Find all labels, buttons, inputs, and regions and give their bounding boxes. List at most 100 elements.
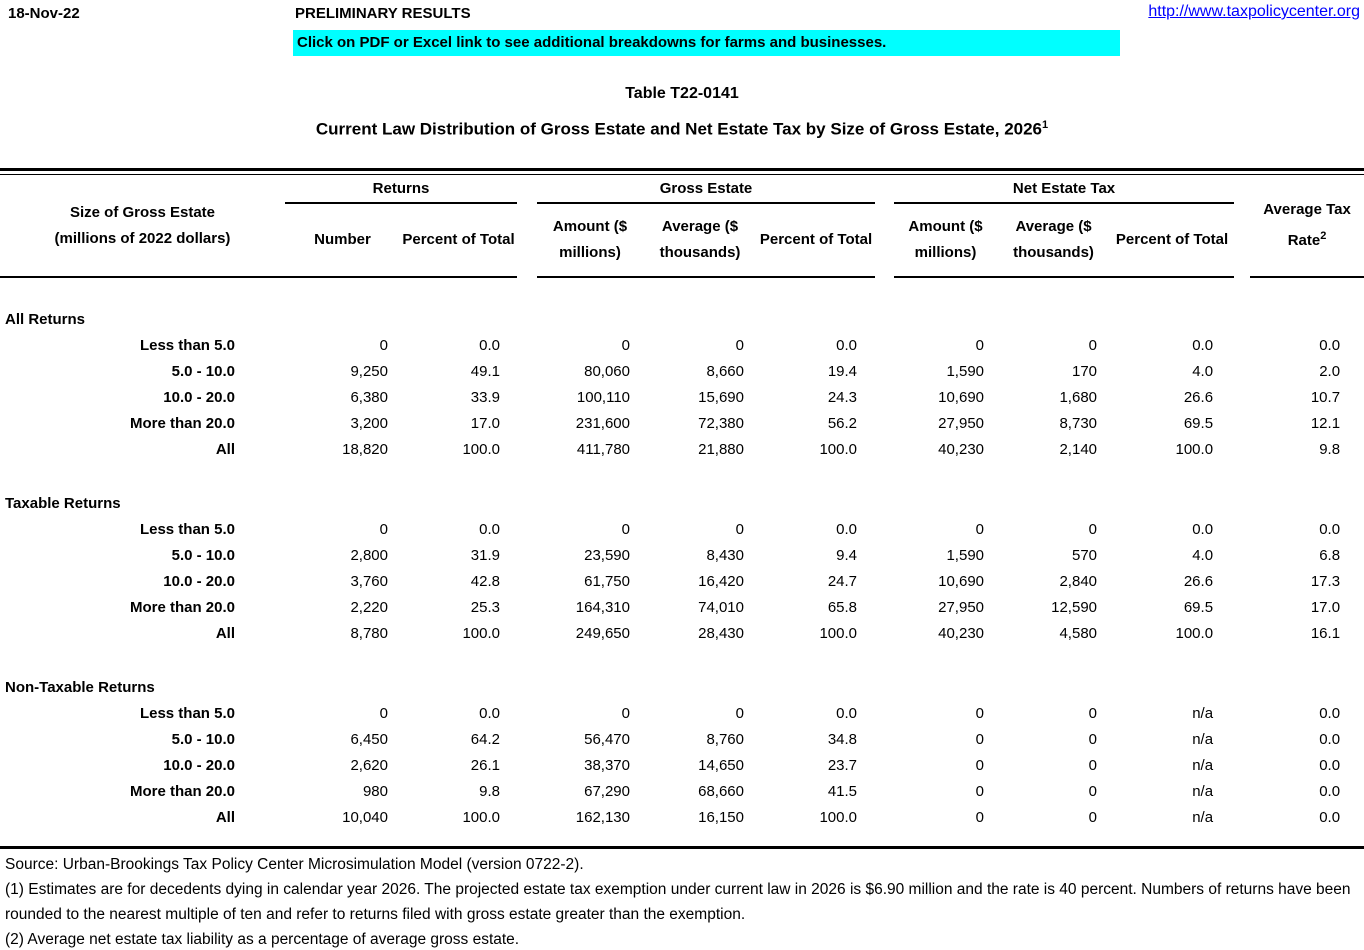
cell-value: 68,660 [698, 782, 744, 800]
cell-value: 100,110 [576, 388, 630, 406]
column-gap [1234, 594, 1250, 620]
cell-value: 61,750 [584, 572, 630, 590]
cell-value: 9.4 [836, 546, 858, 564]
cell-value: 411,780 [576, 440, 630, 458]
cell-value: 40,230 [938, 440, 985, 458]
row-label: All [215, 624, 235, 642]
cell-value: 23,590 [584, 546, 630, 564]
row-label: 5.0 - 10.0 [171, 546, 235, 564]
cell-value: 24.3 [827, 388, 858, 406]
cell-value: 0 [621, 336, 630, 354]
table-row: More than 20.0 3,200 17.0 231,600 72,380 56.2… [0, 410, 1364, 436]
section-header-row: All Returns [0, 306, 1364, 332]
cell-value: 40,230 [938, 624, 985, 642]
cell-value: 100.0 [1175, 440, 1214, 458]
cell-value: 26.6 [1183, 572, 1214, 590]
date-label: 18-Nov-22 [8, 5, 80, 22]
cell-value: 8,430 [706, 546, 744, 564]
cell-value: 0 [379, 704, 388, 722]
section-header-row: Taxable Returns [0, 490, 1364, 516]
table-row: All 8,780 100.0 249,650 28,430 100.0 40,230 4,5… [0, 620, 1364, 646]
column-group-returns: Returns [285, 175, 517, 204]
cell-value: 100.0 [819, 624, 858, 642]
column-gap [517, 804, 537, 830]
cell-value: 0 [1088, 782, 1098, 800]
row-label: More than 20.0 [129, 414, 235, 432]
cell-value: 28,430 [698, 624, 744, 642]
table-number-title: Table T22-0141 [625, 85, 739, 102]
cell-value: 27,950 [938, 414, 985, 432]
footnote-2: (2) Average net estate tax liability as … [5, 931, 520, 948]
cell-value: 17.0 [1310, 598, 1341, 616]
column-gap [517, 516, 537, 542]
cell-value: 8,760 [706, 730, 744, 748]
size-header-line2: (millions of 2022 dollars) [54, 229, 231, 247]
column-header-gross-amount: Amount ($ millions) [537, 203, 643, 278]
column-header-net-percent: Percent of Total [1110, 203, 1235, 278]
column-header-net-amount: Amount ($ millions) [894, 203, 998, 278]
cell-value: n/a [1192, 808, 1214, 826]
cell-value: 42.8 [470, 572, 500, 590]
preliminary-results-label: PRELIMINARY RESULTS [295, 5, 471, 22]
column-gap [1234, 175, 1250, 203]
cell-value: 0 [379, 520, 388, 538]
table-bottom-rule [0, 846, 1364, 849]
cell-value: 0 [621, 520, 630, 538]
cell-value: 0.0 [1319, 730, 1341, 748]
table-row: All 10,040 100.0 162,130 16,150 100.0 0 0 n/a 0.0 [0, 804, 1364, 830]
footnote-1: (1) Estimates are for decedents dying in… [5, 881, 1351, 923]
cell-value: 980 [362, 782, 388, 800]
cell-value: 0 [1088, 520, 1098, 538]
source-note: Source: Urban-Brookings Tax Policy Cente… [5, 856, 584, 873]
column-gap [517, 778, 537, 804]
cell-value: 16,420 [698, 572, 744, 590]
cell-value: 2.0 [1319, 362, 1341, 380]
row-label: 5.0 - 10.0 [171, 730, 235, 748]
column-gap [875, 410, 894, 436]
cell-value: 2,620 [350, 756, 388, 774]
cell-value: 0.0 [1319, 756, 1341, 774]
cell-value: 69.5 [1183, 414, 1214, 432]
table-area: Size of Gross Estate (millions of 2022 d… [0, 168, 1364, 950]
cell-value: 16,150 [698, 808, 744, 826]
cell-value: n/a [1192, 704, 1214, 722]
cell-value: 164,310 [575, 598, 630, 616]
column-gap [875, 804, 894, 830]
cell-value: 72,380 [698, 414, 744, 432]
row-label: Less than 5.0 [139, 336, 235, 354]
cell-value: 15,690 [698, 388, 744, 406]
column-gap [875, 700, 894, 726]
subtitle-footnote-marker: 1 [1042, 119, 1049, 131]
column-gap [875, 175, 894, 203]
table-row: 5.0 - 10.0 9,250 49.1 80,060 8,660 19.4 1,590 1… [0, 358, 1364, 384]
cell-value: 6.8 [1319, 546, 1341, 564]
column-gap [517, 620, 537, 646]
column-gap [517, 358, 537, 384]
cell-value: 0.0 [1319, 336, 1341, 354]
cell-value: 3,200 [350, 414, 388, 432]
cell-value: 10,690 [938, 572, 985, 590]
column-gap [1234, 332, 1250, 358]
cell-value: 162,130 [575, 808, 630, 826]
row-label: More than 20.0 [129, 782, 235, 800]
cell-value: 100.0 [819, 440, 858, 458]
cell-value: 0 [735, 336, 744, 354]
cell-value: 34.8 [827, 730, 858, 748]
size-header-line1: Size of Gross Estate [69, 203, 216, 221]
column-gap [1234, 804, 1250, 830]
column-gap [1234, 384, 1250, 410]
cell-value: 100.0 [819, 808, 858, 826]
taxpolicycenter-link[interactable]: http://www.taxpolicycenter.org [1148, 3, 1360, 20]
cell-value: 67,290 [584, 782, 630, 800]
cell-value: 0.0 [479, 336, 500, 354]
table-row: All 18,820 100.0 411,780 21,880 100.0 40,230 2,… [0, 436, 1364, 462]
column-gap [1234, 620, 1250, 646]
cell-value: 10.7 [1310, 388, 1341, 406]
column-gap [517, 542, 537, 568]
row-label: All [215, 808, 235, 826]
column-gap [1234, 778, 1250, 804]
table-row: 5.0 - 10.0 2,800 31.9 23,590 8,430 9.4 1,590 57… [0, 542, 1364, 568]
cell-value: 0 [1088, 730, 1098, 748]
cell-value: 17.3 [1310, 572, 1341, 590]
